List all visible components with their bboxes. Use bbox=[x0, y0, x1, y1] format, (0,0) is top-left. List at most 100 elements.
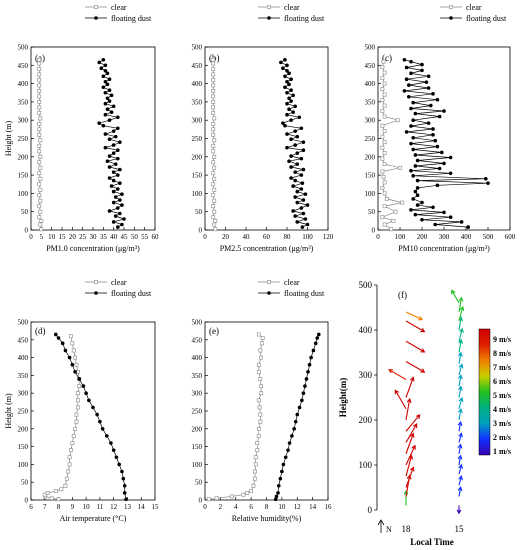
data-point-clear bbox=[38, 154, 43, 159]
wind-arrow-head bbox=[403, 489, 409, 495]
data-point-clear bbox=[75, 405, 80, 410]
data-point-clear bbox=[380, 215, 385, 220]
data-point-dust bbox=[420, 200, 424, 205]
data-point-dust bbox=[109, 184, 114, 188]
data-point-clear bbox=[382, 191, 387, 196]
data-point-dust bbox=[274, 494, 279, 499]
wind-arrow-head bbox=[458, 475, 463, 481]
data-point-dust bbox=[116, 225, 120, 229]
data-point-dust bbox=[283, 123, 287, 128]
data-point-clear bbox=[255, 441, 260, 445]
wind-arrow-head bbox=[458, 338, 464, 344]
data-point-dust bbox=[103, 112, 108, 117]
data-point-clear bbox=[255, 448, 260, 453]
data-point-dust bbox=[103, 79, 108, 84]
wind-arrow bbox=[405, 320, 425, 333]
data-point-dust bbox=[411, 118, 416, 122]
data-point-clear bbox=[259, 355, 264, 360]
x-tick-label: 35 bbox=[100, 233, 108, 241]
data-point-clear bbox=[395, 118, 400, 123]
data-point-clear bbox=[37, 72, 42, 77]
data-point-clear bbox=[37, 83, 42, 88]
data-point-clear bbox=[37, 149, 42, 154]
data-point-dust bbox=[304, 377, 309, 381]
wind-arrow bbox=[458, 433, 462, 443]
data-point-clear bbox=[37, 61, 42, 66]
data-point-clear bbox=[212, 222, 217, 227]
y-tick-label: 150 bbox=[18, 172, 29, 180]
data-point-clear bbox=[256, 332, 261, 337]
data-point-dust bbox=[409, 208, 413, 212]
data-point-dust bbox=[303, 217, 308, 221]
wind-arrow bbox=[405, 433, 414, 454]
data-point-clear bbox=[206, 497, 211, 502]
data-point-dust bbox=[287, 159, 291, 163]
data-point-dust bbox=[435, 144, 440, 149]
wind-arrow bbox=[458, 476, 462, 486]
y-tick-label: 100 bbox=[18, 190, 29, 198]
data-point-dust bbox=[293, 419, 298, 424]
data-point-dust bbox=[411, 135, 416, 140]
data-point-clear bbox=[70, 441, 75, 445]
wind-arrow-head bbox=[406, 474, 412, 480]
data-point-dust bbox=[285, 101, 289, 106]
data-point-dust bbox=[279, 60, 283, 65]
data-point-dust bbox=[116, 206, 120, 210]
data-point-dust bbox=[431, 205, 435, 210]
data-point-clear bbox=[382, 92, 387, 97]
wind-arrow bbox=[405, 445, 416, 466]
data-point-clear bbox=[213, 227, 218, 232]
x-axis-label: PM1.0 concentration (μg/m³) bbox=[46, 244, 140, 253]
wind-arrow-head bbox=[456, 509, 462, 515]
data-point-dust bbox=[116, 156, 120, 161]
data-point-dust bbox=[299, 187, 304, 191]
data-point-dust bbox=[407, 94, 411, 99]
data-point-dust bbox=[293, 214, 298, 218]
series-line-clear bbox=[208, 334, 264, 500]
data-point-dust bbox=[281, 66, 285, 71]
data-point-clear bbox=[382, 222, 387, 227]
legend-label-dust: floating dust bbox=[111, 289, 152, 298]
data-point-dust bbox=[437, 166, 442, 171]
x-tick-label: 40 bbox=[243, 233, 251, 241]
legend-label-dust: floating dust bbox=[284, 289, 325, 298]
y-tick-label: 0 bbox=[372, 227, 376, 235]
y-tick-label: 400 bbox=[192, 80, 203, 88]
data-point-clear bbox=[64, 476, 69, 481]
data-point-dust bbox=[287, 96, 291, 101]
data-point-clear bbox=[56, 497, 61, 502]
data-point-clear bbox=[211, 83, 216, 88]
data-point-clear bbox=[37, 215, 42, 220]
wind-arrow-head bbox=[387, 369, 394, 374]
data-point-dust bbox=[278, 476, 283, 481]
data-point-dust bbox=[111, 178, 116, 183]
x-tick-label: 5 bbox=[40, 233, 44, 241]
data-point-dust bbox=[437, 114, 442, 119]
data-point-clear bbox=[251, 483, 256, 488]
wind-arrow bbox=[458, 339, 462, 353]
data-point-clear bbox=[211, 110, 216, 115]
data-point-clear bbox=[211, 182, 216, 187]
wind-arrow bbox=[451, 290, 460, 304]
legend-label-clear: clear bbox=[111, 278, 127, 287]
data-point-clear bbox=[230, 494, 234, 499]
x-tick-label: 80 bbox=[284, 233, 292, 241]
x-tick-label: 30 bbox=[90, 233, 98, 241]
data-point-dust bbox=[283, 85, 287, 90]
x-tick-label: 15 bbox=[152, 503, 160, 511]
data-point-dust bbox=[300, 181, 305, 185]
data-point-clear bbox=[380, 186, 385, 190]
data-point-clear bbox=[253, 462, 258, 467]
wind-arrow bbox=[394, 390, 407, 410]
data-point-dust bbox=[413, 189, 418, 194]
y-tick-label: 500 bbox=[192, 44, 203, 52]
data-point-clear bbox=[37, 143, 42, 148]
data-point-clear bbox=[380, 76, 385, 81]
data-point-clear bbox=[258, 377, 263, 381]
legend-marker-dust bbox=[267, 16, 271, 20]
series-line-clear bbox=[44, 336, 80, 500]
data-point-clear bbox=[71, 434, 76, 438]
data-point-dust bbox=[104, 434, 109, 438]
data-point-dust bbox=[426, 121, 431, 125]
